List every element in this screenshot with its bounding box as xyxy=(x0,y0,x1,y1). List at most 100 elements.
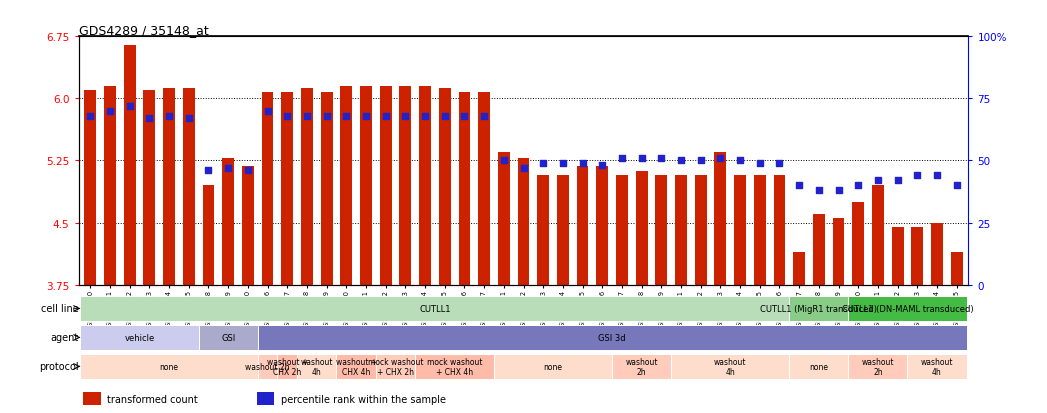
Text: mock washout
+ CHX 4h: mock washout + CHX 4h xyxy=(427,357,483,376)
Text: agent: agent xyxy=(50,332,79,343)
Bar xyxy=(258,325,966,351)
Point xyxy=(850,183,867,189)
Bar xyxy=(812,215,825,285)
Point xyxy=(102,108,118,115)
Text: washout
2h: washout 2h xyxy=(862,357,894,376)
Bar xyxy=(222,159,235,285)
Bar xyxy=(459,93,470,285)
Point xyxy=(220,165,237,172)
Text: vehicle: vehicle xyxy=(125,333,155,342)
Point xyxy=(672,158,689,164)
Bar xyxy=(655,175,667,285)
Bar xyxy=(832,219,845,285)
Bar xyxy=(419,87,431,285)
Bar xyxy=(695,175,707,285)
Bar xyxy=(908,354,966,380)
Point xyxy=(653,155,670,162)
Point xyxy=(810,188,827,194)
Bar xyxy=(163,89,175,285)
Point xyxy=(752,160,768,167)
Bar xyxy=(85,91,96,285)
Point xyxy=(279,113,295,120)
Bar xyxy=(360,87,372,285)
Bar xyxy=(848,354,908,380)
Bar xyxy=(258,354,277,380)
Bar xyxy=(183,89,195,285)
Point xyxy=(515,165,532,172)
Point xyxy=(594,163,610,169)
Point xyxy=(535,160,552,167)
Text: GDS4289 / 35148_at: GDS4289 / 35148_at xyxy=(79,24,208,37)
Point xyxy=(929,173,945,179)
Bar xyxy=(754,175,765,285)
Point xyxy=(869,178,886,184)
Text: percentile rank within the sample: percentile rank within the sample xyxy=(281,394,446,404)
Bar xyxy=(494,354,612,380)
Point xyxy=(949,183,965,189)
Point xyxy=(180,116,197,122)
Point xyxy=(614,155,630,162)
Bar xyxy=(671,354,789,380)
Point xyxy=(712,155,729,162)
Bar xyxy=(789,354,848,380)
Point xyxy=(495,158,512,164)
Text: washout
4h: washout 4h xyxy=(920,357,953,376)
Point xyxy=(161,113,178,120)
Bar xyxy=(911,227,923,285)
Text: none: none xyxy=(809,362,828,371)
Point xyxy=(475,113,492,120)
Point xyxy=(790,183,807,189)
Point xyxy=(397,113,414,120)
Text: GSI 3d: GSI 3d xyxy=(598,333,626,342)
Point xyxy=(830,188,847,194)
Bar xyxy=(81,325,199,351)
Text: CUTLL1: CUTLL1 xyxy=(419,304,450,313)
Bar xyxy=(340,87,352,285)
Text: washout +
CHX 4h: washout + CHX 4h xyxy=(335,357,377,376)
Point xyxy=(771,160,787,167)
Bar xyxy=(636,172,647,285)
Bar xyxy=(789,296,848,322)
Text: GSI: GSI xyxy=(221,333,236,342)
Text: washout +
CHX 2h: washout + CHX 2h xyxy=(267,357,308,376)
Bar xyxy=(282,93,293,285)
Point xyxy=(633,155,650,162)
Text: transformed count: transformed count xyxy=(107,394,198,404)
Bar xyxy=(892,227,904,285)
Bar xyxy=(124,45,136,285)
Bar xyxy=(320,93,333,285)
Bar xyxy=(951,252,962,285)
Bar xyxy=(498,153,510,285)
Bar xyxy=(734,175,745,285)
Bar xyxy=(478,93,490,285)
Text: none: none xyxy=(159,362,179,371)
Point xyxy=(555,160,572,167)
Text: protocol: protocol xyxy=(39,361,79,372)
Point xyxy=(318,113,335,120)
Point xyxy=(377,113,394,120)
Bar xyxy=(202,186,215,285)
Point xyxy=(909,173,926,179)
Bar xyxy=(439,89,450,285)
Bar xyxy=(794,252,805,285)
Bar xyxy=(714,153,727,285)
Bar xyxy=(577,167,588,285)
Point xyxy=(240,168,257,174)
Point xyxy=(889,178,906,184)
Text: washout
4h: washout 4h xyxy=(714,357,747,376)
Bar xyxy=(380,87,392,285)
Text: cell line: cell line xyxy=(41,304,79,314)
Point xyxy=(417,113,433,120)
Bar xyxy=(774,175,785,285)
Bar xyxy=(675,175,687,285)
Point xyxy=(456,113,473,120)
Bar xyxy=(852,202,864,285)
Bar xyxy=(242,167,253,285)
Point xyxy=(298,113,315,120)
Bar xyxy=(262,93,273,285)
Bar xyxy=(557,175,569,285)
Bar xyxy=(597,167,608,285)
Bar xyxy=(517,159,530,285)
Bar xyxy=(848,296,966,322)
Bar xyxy=(872,186,884,285)
